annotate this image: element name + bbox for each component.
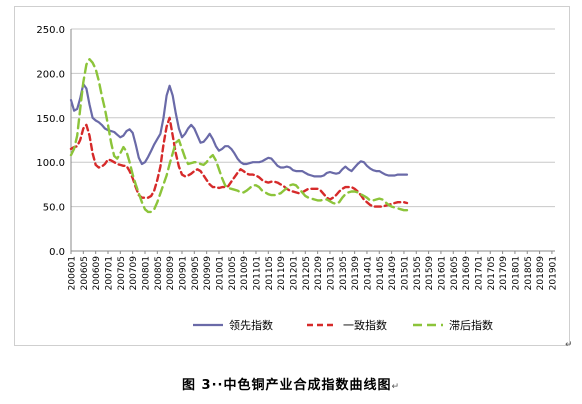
x-tick-label: 200609: [92, 256, 102, 291]
figure-caption: 图 3··中色铜产业合成指数曲线图↵: [0, 374, 582, 393]
series-line-0: [69, 82, 409, 178]
series-line-2: [69, 58, 409, 214]
legend-label-2: 滞后指数: [449, 318, 493, 332]
x-tick-label: 201809: [536, 256, 546, 291]
x-tick-label: 201009: [240, 256, 250, 291]
legend-label-1: 一致指数: [343, 318, 387, 332]
x-tick-label: 201105: [265, 256, 275, 290]
x-tick-label: 201005: [228, 256, 238, 290]
x-tick-label: 201405: [376, 256, 386, 290]
caption-title: 中色铜产业合成指数曲线图: [223, 378, 392, 393]
x-tick-labels: 200601 200605 200609 200701 200705 200709 2008…: [68, 256, 559, 291]
caption-dots: ··: [211, 378, 224, 393]
legend-label-0: 领先指数: [229, 318, 273, 332]
x-tick-label: 200709: [129, 256, 139, 291]
y-tick-label: 50.0: [43, 203, 65, 214]
x-tick-label: 201709: [499, 256, 509, 291]
line-chart: 0.0 50.0 100.0 150.0 200.0 250.0 200601 200605…: [36, 25, 559, 332]
x-tick-label: 201705: [487, 256, 497, 290]
x-tick-label: 201209: [314, 256, 324, 291]
x-tick-label: 200705: [117, 256, 127, 290]
series-lines: [69, 58, 409, 214]
x-tick-label: 200905: [191, 256, 201, 290]
y-tick-label: 100.0: [36, 158, 65, 169]
x-tick-label: 201901: [548, 256, 558, 290]
x-tick-label: 201305: [339, 256, 349, 290]
x-tick-label: 201309: [351, 256, 361, 291]
y-tick-label: 0.0: [49, 247, 65, 258]
x-tick-label: 201001: [215, 256, 225, 290]
x-tick-label: 201505: [413, 256, 423, 290]
x-tick-label: 201805: [524, 256, 534, 290]
x-tick-label: 201109: [277, 256, 287, 291]
x-tick-label: 200801: [141, 256, 151, 290]
x-tick-label: 200701: [104, 256, 114, 290]
axes: [70, 29, 555, 254]
x-tick-label: 201205: [302, 256, 312, 290]
series-line-1: [69, 116, 409, 208]
x-tick-label: 201801: [511, 256, 521, 290]
legend: 领先指数 一致指数 滞后指数: [193, 318, 493, 332]
x-tick-label: 200605: [80, 256, 90, 290]
x-tick-label: 200805: [154, 256, 164, 290]
y-tick-label: 200.0: [36, 69, 65, 80]
paragraph-mark: ↵: [565, 340, 573, 350]
x-tick-label: 201409: [388, 256, 398, 291]
x-tick-label: 201501: [400, 256, 410, 290]
x-tick-label: 201301: [326, 256, 336, 290]
figure-number: 图 3: [181, 378, 212, 393]
y-tick-label: 150.0: [36, 114, 65, 125]
x-tick-label: 201609: [462, 256, 472, 291]
caption-return-mark: ↵: [391, 382, 401, 392]
x-tick-label: 200909: [203, 256, 213, 291]
x-tick-label: 201701: [474, 256, 484, 290]
x-tick-label: 201605: [450, 256, 460, 290]
chart-frame: 0.0 50.0 100.0 150.0 200.0 250.0 200601 200605…: [14, 6, 570, 346]
x-tick-label: 200809: [166, 256, 176, 291]
x-tick-label: 200601: [68, 256, 78, 290]
x-tick-label: 201101: [252, 256, 262, 290]
x-tick-label: 201601: [437, 256, 447, 290]
y-tick-labels: 0.0 50.0 100.0 150.0 200.0 250.0: [36, 25, 65, 258]
x-tick-label: 201401: [363, 256, 373, 290]
y-tick-label: 250.0: [36, 25, 65, 36]
x-tick-label: 201509: [425, 256, 435, 291]
x-tick-label: 201201: [289, 256, 299, 290]
gridlines: [71, 28, 555, 252]
x-tick-label: 200901: [178, 256, 188, 290]
